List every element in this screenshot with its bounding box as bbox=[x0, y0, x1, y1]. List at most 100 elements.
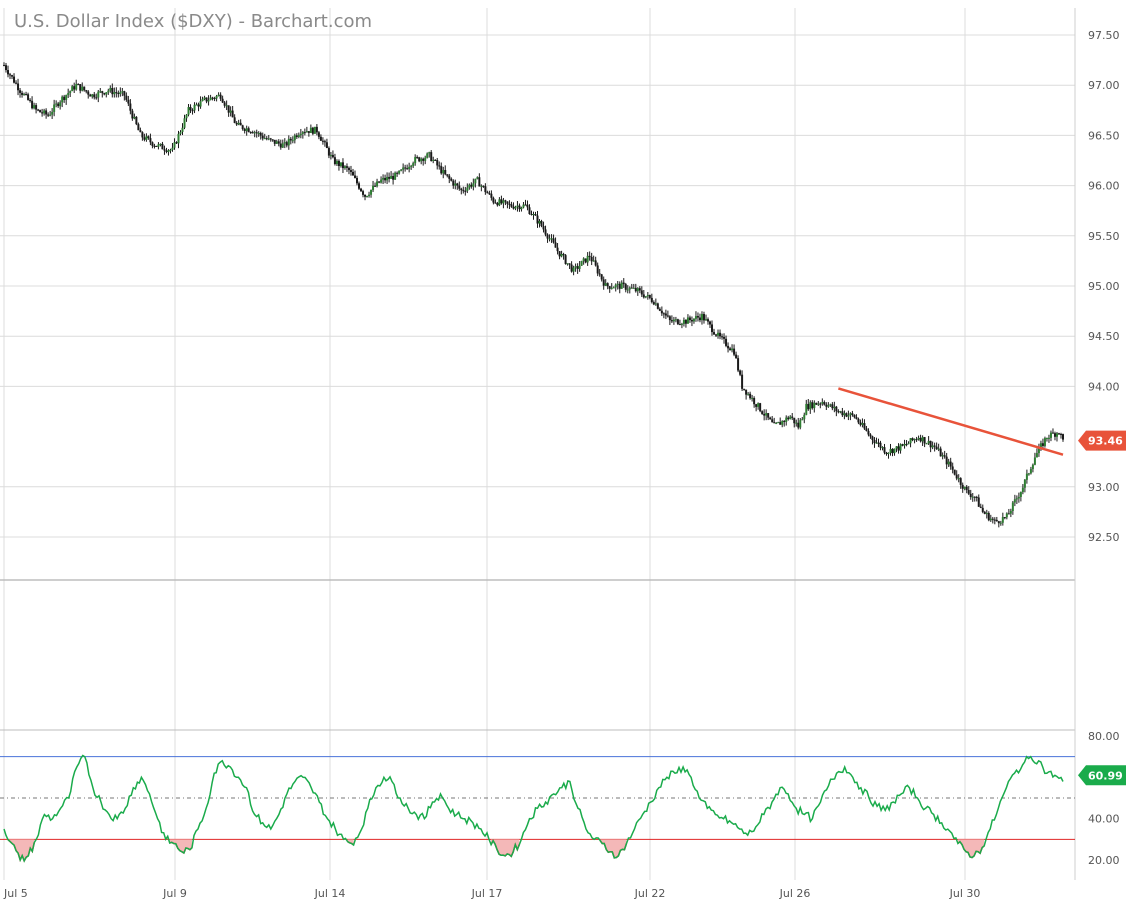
candle-body bbox=[125, 95, 128, 100]
candle-body bbox=[903, 444, 906, 446]
candle-body bbox=[813, 402, 816, 409]
candle-body bbox=[434, 159, 437, 161]
candle-body bbox=[604, 283, 607, 286]
candle-body bbox=[237, 122, 240, 125]
candle-body bbox=[141, 132, 144, 138]
candle-body bbox=[396, 172, 399, 174]
candle-body bbox=[325, 142, 328, 149]
candle-body bbox=[13, 76, 16, 83]
candle-body bbox=[119, 91, 122, 94]
candle-body bbox=[103, 93, 106, 95]
candle-body bbox=[793, 417, 796, 424]
osc-tick-label: 20.00 bbox=[1088, 854, 1120, 867]
candle-body bbox=[309, 127, 312, 133]
candle-body bbox=[223, 102, 226, 106]
candle-body bbox=[865, 428, 868, 431]
candle-body bbox=[315, 126, 318, 133]
candle-body bbox=[420, 158, 423, 162]
candle-body bbox=[7, 70, 10, 75]
candle-body bbox=[478, 177, 481, 187]
candle-body bbox=[851, 413, 854, 415]
candle-body bbox=[660, 310, 663, 314]
candle-body bbox=[287, 138, 290, 146]
x-tick-label: Jul 30 bbox=[949, 887, 981, 900]
candle-body bbox=[785, 417, 788, 422]
candle-body bbox=[241, 125, 244, 130]
candle-body bbox=[550, 238, 553, 240]
candle-body bbox=[333, 157, 336, 165]
candle-body bbox=[239, 122, 242, 126]
candle-body bbox=[706, 319, 709, 322]
candle-body bbox=[29, 99, 32, 101]
candle-body bbox=[961, 484, 964, 489]
candle-body bbox=[1027, 473, 1030, 475]
candle-body bbox=[390, 175, 393, 179]
candle-body bbox=[753, 397, 756, 405]
candle-body bbox=[518, 205, 521, 210]
candle-body bbox=[494, 202, 497, 204]
candle-body bbox=[636, 288, 639, 292]
candle-body bbox=[737, 358, 740, 371]
candle-body bbox=[201, 98, 204, 101]
candle-body bbox=[791, 416, 794, 418]
oversold-fill bbox=[491, 839, 520, 857]
candle-body bbox=[642, 294, 645, 298]
candle-body bbox=[358, 183, 361, 189]
candle-body bbox=[598, 273, 601, 275]
candle-body bbox=[953, 469, 956, 475]
candle-body bbox=[452, 180, 455, 186]
candle-body bbox=[1043, 438, 1046, 446]
candle-body bbox=[795, 422, 798, 424]
candle-body bbox=[586, 255, 589, 263]
candle-body bbox=[570, 264, 573, 272]
candle-body bbox=[602, 279, 605, 286]
candle-body bbox=[1031, 464, 1034, 470]
candle-body bbox=[341, 162, 344, 169]
candle-body bbox=[95, 97, 98, 99]
candle-body bbox=[410, 165, 413, 167]
candle-body bbox=[656, 303, 659, 309]
candle-body bbox=[454, 183, 457, 186]
candle-body bbox=[275, 141, 278, 144]
candle-body bbox=[321, 140, 324, 142]
candle-body bbox=[1035, 453, 1038, 458]
candle-body bbox=[349, 170, 352, 172]
candle-body bbox=[755, 404, 758, 407]
candle-body bbox=[682, 319, 685, 324]
candle-body bbox=[562, 253, 565, 256]
candle-body bbox=[313, 126, 316, 134]
last-price-label: 93.46 bbox=[1088, 435, 1123, 448]
candle-body bbox=[1005, 513, 1008, 518]
candle-body bbox=[715, 334, 718, 336]
candle-body bbox=[323, 141, 326, 143]
candle-body bbox=[267, 138, 270, 140]
candle-body bbox=[596, 265, 599, 274]
candle-body bbox=[751, 397, 754, 399]
candle-body bbox=[809, 402, 812, 410]
candle-body bbox=[779, 422, 782, 425]
candle-body bbox=[670, 320, 673, 322]
candle-body bbox=[65, 95, 68, 100]
candle-body bbox=[297, 135, 300, 138]
candle-body bbox=[628, 287, 631, 290]
candle-body bbox=[536, 215, 539, 224]
candle-body bbox=[626, 289, 629, 291]
price-tick-label: 96.00 bbox=[1088, 180, 1120, 193]
candle-body bbox=[773, 422, 776, 424]
candle-body bbox=[295, 135, 298, 138]
candle-body bbox=[91, 94, 94, 97]
candle-body bbox=[983, 511, 986, 514]
candle-body bbox=[227, 105, 230, 113]
price-tick-label: 94.00 bbox=[1088, 380, 1120, 393]
oversold-fill bbox=[957, 839, 985, 858]
oversold-fills bbox=[7, 839, 985, 863]
candle-body bbox=[733, 348, 736, 355]
candle-body bbox=[291, 140, 294, 142]
candle-body bbox=[815, 402, 818, 405]
candle-body bbox=[692, 318, 695, 322]
candle-body bbox=[947, 461, 950, 465]
candle-body bbox=[925, 443, 928, 445]
candle-body bbox=[829, 404, 832, 406]
candle-body bbox=[121, 91, 124, 93]
